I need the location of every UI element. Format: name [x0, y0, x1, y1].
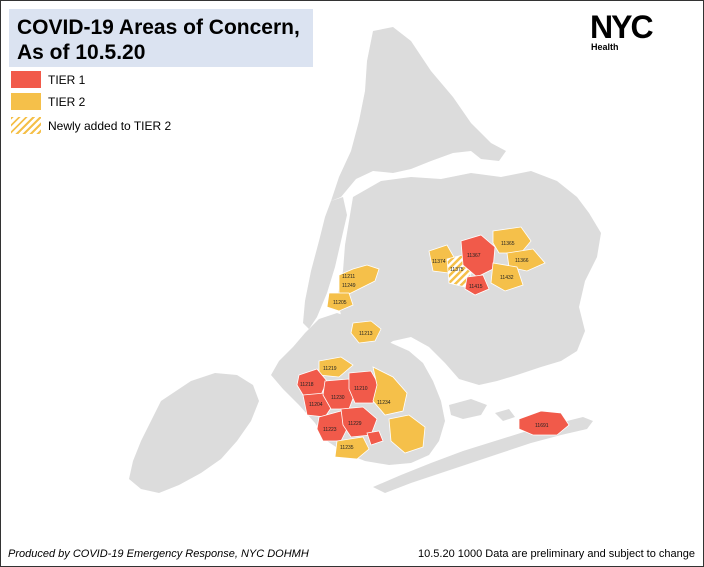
legend-label: TIER 2 [48, 94, 86, 109]
zip-area-11205 [326, 292, 354, 312]
zip-label-11211: 11211 [342, 274, 355, 280]
zip-label-11223: 11223 [323, 427, 337, 433]
zip-label-11235: 11235 [340, 445, 354, 451]
zip-label-11219: 11219 [323, 366, 337, 372]
zip-area-11366 [506, 248, 546, 272]
legend-swatch-hatched [11, 117, 41, 134]
zip-label-11218: 11218 [300, 382, 314, 388]
zip-area-11415 [464, 274, 490, 296]
zip-label-11213: 11213 [359, 331, 373, 337]
title-box: COVID-19 Areas of Concern, As of 10.5.20 [9, 9, 313, 67]
zip-label-11205: 11205 [333, 300, 347, 306]
zip-area-11432 [490, 262, 524, 292]
zip-area-11691 [518, 410, 570, 436]
legend-item-tier-2: TIER 2 [11, 93, 85, 110]
zip-area-brooklyn-south-east [388, 414, 426, 454]
legend-item-newly-added: Newly added to TIER 2 [11, 117, 171, 134]
zip-label-11234: 11234 [377, 400, 391, 406]
zip-area-11234 [372, 366, 408, 416]
footer-credit: Produced by COVID-19 Emergency Response,… [8, 548, 309, 560]
zip-label-11432: 11432 [500, 275, 514, 281]
zip-label-11229: 11229 [348, 421, 362, 427]
zip-area-11213 [350, 320, 382, 344]
zip-label-11249: 11249 [342, 283, 356, 289]
zip-label-11367: 11367 [467, 253, 481, 259]
zip-label-11375: 11375 [450, 267, 464, 273]
zip-label-11691: 11691 [535, 423, 549, 429]
zip-label-11365: 11365 [501, 241, 515, 247]
nyc-health-logo: NYC Health [590, 11, 680, 55]
map-title-line-2: As of 10.5.20 [17, 41, 146, 64]
zip-area-brooklyn-small-red [366, 430, 384, 446]
legend-swatch-tier-1 [11, 71, 41, 88]
legend-label: TIER 1 [48, 72, 86, 87]
logo-subtitle: Health [591, 42, 619, 52]
zip-area-11210 [348, 370, 380, 404]
map-title-line-1: COVID-19 Areas of Concern, [17, 16, 300, 39]
zip-area-11235 [334, 436, 370, 460]
footer-disclaimer: 10.5.20 1000 Data are preliminary and su… [417, 548, 695, 560]
legend-label: Newly added to TIER 2 [48, 118, 172, 133]
rockaway-landmass [373, 417, 593, 493]
zip-label-11230: 11230 [331, 395, 345, 401]
manhattan-landmass [303, 197, 347, 329]
jamaica-bay-island [495, 409, 515, 421]
staten-island-landmass [129, 373, 259, 493]
zip-label-11374: 11374 [432, 259, 446, 265]
bronx-landmass [331, 27, 506, 201]
zip-label-11366: 11366 [515, 258, 529, 264]
legend-swatch-tier-2 [11, 93, 41, 110]
logo-wordmark: NYC [590, 9, 654, 45]
legend-item-tier-1: TIER 1 [11, 71, 85, 88]
jamaica-bay-island [449, 399, 487, 419]
zip-label-11415: 11415 [469, 284, 483, 290]
zip-label-11204: 11204 [309, 402, 323, 408]
zip-label-11210: 11210 [354, 386, 368, 392]
